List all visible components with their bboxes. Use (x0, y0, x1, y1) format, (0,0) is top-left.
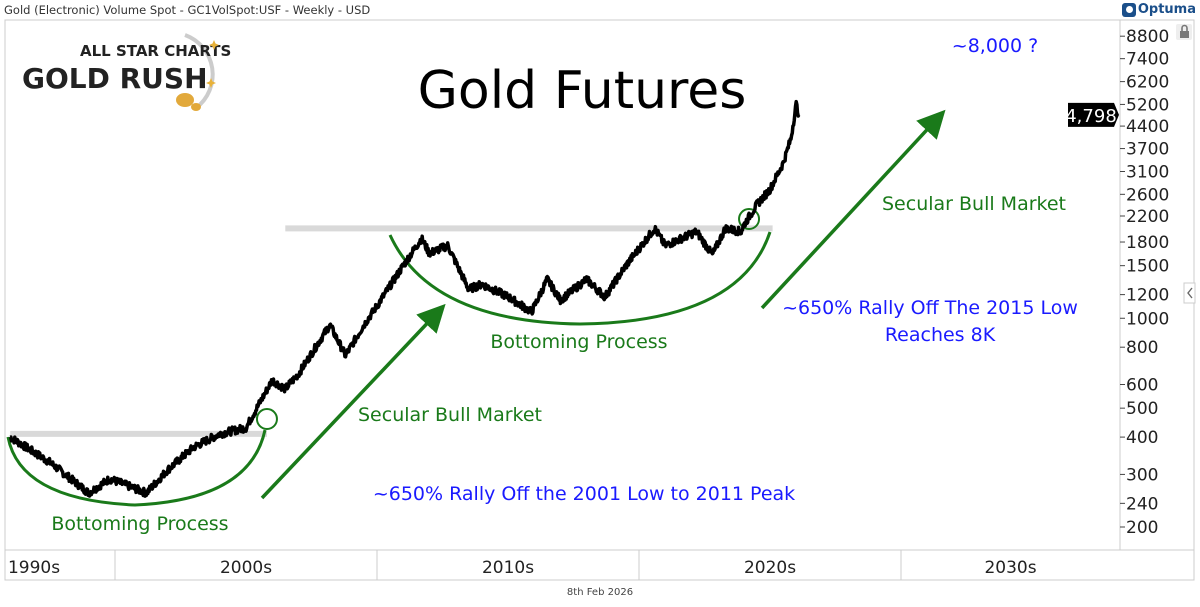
trend-arrow (260, 303, 446, 500)
annotation-text: ~650% Rally Off The 2015 Low (782, 297, 1078, 319)
lock-button[interactable] (1176, 24, 1192, 40)
gold-rush-logo: ALL STAR CHARTS GOLD RUSH (22, 33, 231, 111)
optuma-logo-icon (1121, 2, 1136, 17)
y-tick-label: 1500 (1126, 257, 1169, 277)
x-tick-label: 2010s (482, 558, 534, 578)
y-tick-label: 200 (1126, 518, 1158, 538)
y-tick-label: 2600 (1126, 185, 1169, 205)
svg-text:GOLD RUSH: GOLD RUSH (22, 62, 208, 95)
bottom-arc (6, 429, 267, 507)
annotation-text: Bottoming Process (490, 331, 667, 353)
breakout-circle (255, 407, 278, 430)
y-tick-label: 300 (1126, 465, 1158, 485)
last-price-label: 4,798 (1065, 106, 1117, 127)
breakout-circle (738, 207, 761, 230)
annotation-text: Reaches 8K (885, 324, 996, 346)
chart-header-title: Gold (Electronic) Volume Spot - GC1VolSp… (4, 3, 371, 17)
last-price-badge (1068, 102, 1119, 127)
y-tick-label: 600 (1126, 376, 1158, 396)
bottom-arc (388, 231, 772, 326)
chart-date: 8th Feb 2026 (566, 587, 634, 598)
y-tick-label: 2200 (1126, 207, 1169, 227)
y-tick-label: 3100 (1126, 163, 1169, 183)
annotation-text: ~650% Rally Off the 2001 Low to 2011 Pea… (373, 483, 795, 505)
y-tick-label: 1200 (1126, 286, 1169, 306)
annotation-text: Bottoming Process (51, 513, 228, 535)
y-tick-label: 400 (1126, 428, 1158, 448)
y-tick-label: 240 (1126, 494, 1158, 514)
annotation-text: Secular Bull Market (882, 193, 1066, 215)
y-tick-label: 3700 (1126, 140, 1169, 160)
annotation-text: ~8,000 ? (952, 35, 1038, 57)
y-tick-label: 7400 (1126, 50, 1169, 70)
y-tick-label: 8800 (1126, 27, 1169, 47)
y-tick-label: 800 (1126, 338, 1158, 358)
x-tick-label: 1990s (8, 558, 60, 578)
y-tick-label: 6200 (1126, 73, 1169, 93)
svg-text:ALL STAR CHARTS: ALL STAR CHARTS (80, 42, 231, 60)
x-tick-label: 2030s (984, 558, 1036, 578)
annotation-text: Secular Bull Market (358, 404, 542, 426)
y-tick-label: 4400 (1126, 117, 1169, 137)
x-tick-label: 2000s (220, 558, 272, 578)
y-tick-label: 1800 (1126, 233, 1169, 253)
y-tick-label: 1000 (1126, 309, 1169, 329)
chart-title: Gold Futures (418, 61, 747, 121)
y-tick-label: 5200 (1126, 95, 1169, 115)
x-tick-label: 2020s (744, 558, 796, 578)
trend-arrow (760, 109, 946, 310)
price-series-line (9, 99, 801, 498)
optuma-brand: Optuma (1121, 2, 1196, 17)
brand-label: Optuma (1137, 2, 1196, 17)
y-tick-label: 500 (1126, 399, 1158, 419)
collapse-panel-button[interactable] (1183, 282, 1196, 304)
